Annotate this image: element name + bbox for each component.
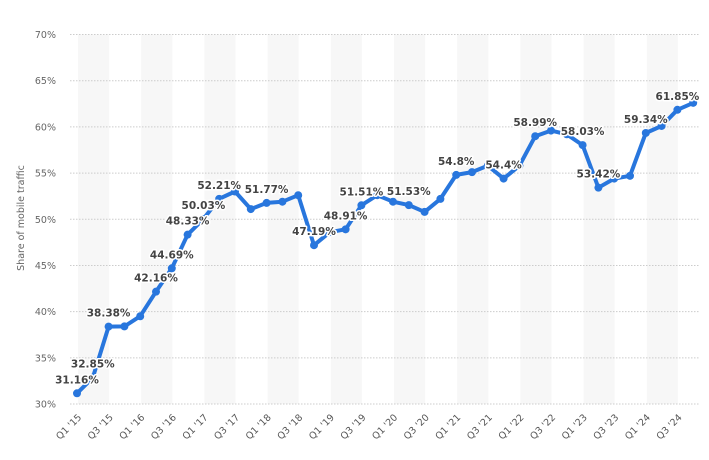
data-point[interactable] xyxy=(88,373,97,382)
y-axis-title: Share of mobile traffic xyxy=(16,165,27,271)
series-line xyxy=(75,100,696,396)
data-point[interactable] xyxy=(73,389,81,398)
y-tick-label: 55% xyxy=(35,169,56,180)
x-tick-label: Q1 '23 xyxy=(560,412,590,442)
data-point[interactable] xyxy=(578,141,587,150)
data-point[interactable] xyxy=(278,197,287,206)
data-point[interactable] xyxy=(246,205,255,214)
data-label: 54.4% xyxy=(485,160,522,172)
data-point[interactable] xyxy=(562,130,571,139)
data-label: 58.99% xyxy=(513,117,557,129)
data-point[interactable] xyxy=(626,171,634,180)
data-point[interactable] xyxy=(610,174,619,183)
data-label: 61.85% xyxy=(656,91,700,103)
x-tick-label: Q1 '22 xyxy=(497,412,527,442)
y-tick-label: 30% xyxy=(35,400,56,411)
data-point[interactable] xyxy=(483,161,492,170)
data-point[interactable] xyxy=(325,228,334,237)
gridlines xyxy=(70,34,700,405)
data-point[interactable] xyxy=(104,322,113,331)
data-point[interactable] xyxy=(120,322,129,331)
data-point[interactable] xyxy=(468,168,476,177)
data-point[interactable] xyxy=(136,312,145,321)
data-point[interactable] xyxy=(373,191,382,200)
x-tick-label: Q3 '16 xyxy=(149,412,179,442)
data-label: 51.51% xyxy=(340,186,384,198)
data-point[interactable] xyxy=(594,183,603,192)
data-label: 52.21% xyxy=(197,180,241,192)
data-point[interactable] xyxy=(199,214,208,223)
x-tick-label: Q1 '15 xyxy=(54,412,84,442)
data-label: 47.19% xyxy=(292,226,336,238)
data-point[interactable] xyxy=(641,128,650,137)
data-point[interactable] xyxy=(167,264,176,273)
y-tick-label: 50% xyxy=(35,215,56,226)
data-label: 58.03% xyxy=(561,126,605,138)
x-tick-label: Q3 '19 xyxy=(339,412,369,442)
x-tick-label: Q1 '17 xyxy=(181,412,211,442)
data-label: 44.69% xyxy=(150,249,194,261)
data-point[interactable] xyxy=(531,132,540,141)
data-label: 48.33% xyxy=(166,216,210,228)
data-point[interactable] xyxy=(689,98,698,107)
x-tick-label: Q3 '21 xyxy=(465,412,495,442)
data-point[interactable] xyxy=(436,194,445,203)
x-axis-ticks: Q1 '15 Q3 '15 Q1 '16 Q3 '16 Q1 '17 Q3 '17 Q1 '… xyxy=(54,412,684,442)
y-tick-label: 65% xyxy=(35,76,56,87)
data-point[interactable] xyxy=(452,170,461,179)
x-tick-label: Q3 '22 xyxy=(528,412,558,442)
data-label: 53.42% xyxy=(577,169,621,181)
data-label: 32.85% xyxy=(71,359,115,371)
data-label: 59.34% xyxy=(624,114,668,126)
data-point[interactable] xyxy=(389,197,397,206)
data-point[interactable] xyxy=(152,287,160,296)
data-point[interactable] xyxy=(515,161,524,170)
y-tick-label: 45% xyxy=(35,261,56,272)
data-label: 54.8% xyxy=(438,156,475,168)
x-tick-label: Q3 '17 xyxy=(212,412,242,442)
data-point-markers xyxy=(73,98,698,398)
data-point[interactable] xyxy=(341,225,350,234)
data-point[interactable] xyxy=(183,230,192,239)
data-label: 51.77% xyxy=(245,184,289,196)
data-point[interactable] xyxy=(357,201,366,210)
data-label: 38.38% xyxy=(87,308,131,320)
x-tick-label: Q3 '20 xyxy=(402,412,432,442)
data-point[interactable] xyxy=(294,191,303,200)
data-point[interactable] xyxy=(404,201,413,210)
data-point[interactable] xyxy=(310,241,318,250)
x-tick-label: Q1 '16 xyxy=(117,412,147,442)
x-tick-label: Q1 '20 xyxy=(370,412,400,442)
data-point[interactable] xyxy=(657,121,666,130)
data-point[interactable] xyxy=(547,126,555,135)
y-tick-label: 35% xyxy=(35,353,56,364)
data-point[interactable] xyxy=(262,198,271,207)
x-tick-label: Q1 '19 xyxy=(307,412,337,442)
x-tick-label: Q1 '21 xyxy=(433,412,463,442)
data-point[interactable] xyxy=(420,207,429,216)
data-label: 51.53% xyxy=(387,186,431,198)
y-axis-ticks: 30% 35% 40% 45% 50% 55% 60% 65% 70% xyxy=(35,30,56,411)
y-tick-label: 60% xyxy=(35,122,56,133)
data-point[interactable] xyxy=(215,194,224,203)
data-label: 42.16% xyxy=(134,273,178,285)
data-labels: 31.16% 32.85% 38.38% 42.16% 44.69% 48.33% 50.0… xyxy=(54,89,702,387)
data-label: 50.03% xyxy=(182,200,226,212)
x-tick-label: Q3 '15 xyxy=(86,412,116,442)
data-label: 48.91% xyxy=(324,210,368,222)
data-point[interactable] xyxy=(499,174,508,183)
data-label: 31.16% xyxy=(55,374,99,386)
x-tick-label: Q3 '18 xyxy=(275,412,305,442)
data-point[interactable] xyxy=(231,187,239,196)
data-point[interactable] xyxy=(673,105,682,114)
x-tick-label: Q3 '24 xyxy=(655,412,685,442)
x-tick-label: Q3 '23 xyxy=(591,412,621,442)
y-tick-label: 70% xyxy=(35,30,56,41)
x-tick-label: Q1 '24 xyxy=(623,412,653,442)
x-tick-label: Q1 '18 xyxy=(244,412,274,442)
y-tick-label: 40% xyxy=(35,307,56,318)
